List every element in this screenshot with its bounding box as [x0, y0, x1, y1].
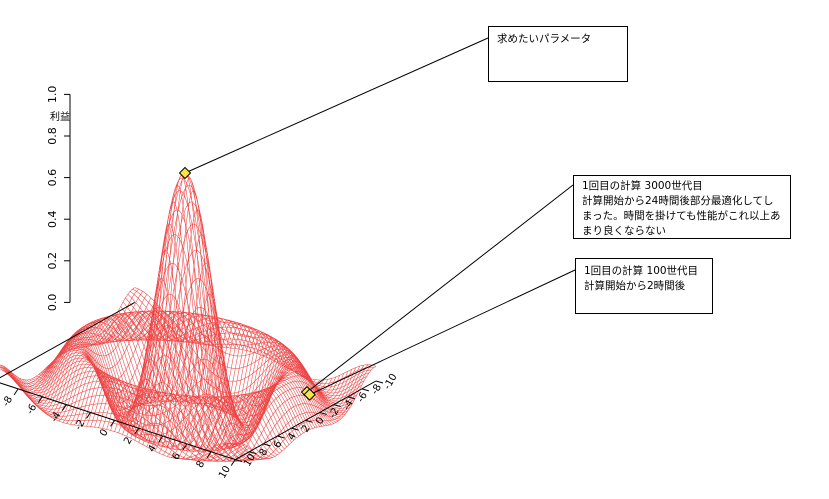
- y-tick: [361, 388, 370, 392]
- x-tick: [110, 420, 116, 427]
- y-tick: [235, 459, 243, 463]
- mesh-line-y: [129, 291, 372, 388]
- z-tick-label: 1.0: [46, 86, 59, 104]
- mesh-line-y: [127, 294, 370, 391]
- x-tick: [230, 459, 236, 466]
- base-edge-y-left: [0, 301, 136, 379]
- x-tick: [182, 443, 188, 451]
- y-tick: [263, 443, 271, 447]
- x-tick: [13, 388, 19, 396]
- callout-leaders: [184, 37, 576, 396]
- x-tick-label: -6: [25, 402, 40, 416]
- y-tick: [347, 396, 355, 400]
- y-tick: [291, 427, 299, 431]
- mesh-line-x: [231, 364, 373, 460]
- y-tick: [305, 419, 313, 423]
- axes: 0.00.20.40.60.81.0-10-8-6-4-20246810-10-…: [0, 86, 400, 481]
- z-tick-label: 0.6: [46, 169, 59, 187]
- mesh-line-y: [64, 172, 306, 445]
- y-tick-label: 4: [286, 431, 299, 442]
- callout-target-parameter: 求めたいパラメータ: [488, 26, 628, 82]
- callout-generation-100: 1回目の計算 100世代目 計算開始から2時間後: [575, 258, 713, 314]
- z-tick-label: 0.4: [46, 210, 59, 228]
- x-tick-label: 4: [146, 443, 159, 454]
- x-tick: [206, 451, 212, 459]
- mesh-line-x: [222, 364, 365, 462]
- leader-line: [184, 37, 489, 174]
- mesh-line-y: [122, 301, 365, 397]
- x-tick: [37, 396, 43, 403]
- y-tick-label: 6: [272, 439, 285, 450]
- x-tick-label: 6: [170, 451, 183, 462]
- surface-mesh: [0, 172, 377, 462]
- mesh-line-x: [214, 367, 357, 462]
- y-tick-label: 2: [300, 423, 313, 434]
- mesh-line-x: [206, 371, 349, 462]
- y-tick-label: -4: [341, 398, 356, 412]
- x-tick-label: -2: [73, 418, 88, 432]
- y-tick: [277, 435, 285, 439]
- callout-generation-3000: 1回目の計算 3000世代目 計算開始から24時間後部分最適化してしまった。時間…: [573, 175, 791, 239]
- y-tick-label: -10: [382, 372, 400, 392]
- leader-line: [309, 269, 576, 396]
- y-tick-label: 0: [314, 416, 327, 427]
- z-axis-label: 利益: [50, 112, 70, 123]
- marker-gen100: [303, 388, 316, 401]
- x-tick-label: 0: [98, 428, 111, 439]
- x-tick-label: -8: [1, 395, 16, 409]
- mesh-line-x: [235, 366, 377, 459]
- y-tick-label: -8: [369, 383, 384, 397]
- z-tick-label: 0.2: [46, 252, 59, 270]
- x-tick-label: 2: [122, 435, 135, 446]
- z-tick-label: 0.0: [46, 294, 59, 312]
- mesh-line-y: [125, 297, 367, 394]
- x-tick: [158, 435, 164, 443]
- x-tick: [86, 412, 91, 419]
- mesh-line-x: [227, 364, 369, 461]
- y-tick: [249, 451, 257, 455]
- x-tick-label: -4: [49, 410, 64, 424]
- mesh-line-y: [132, 288, 374, 384]
- y-tick: [319, 411, 327, 415]
- x-tick: [61, 404, 67, 411]
- x-tick: [134, 427, 140, 435]
- y-tick: [375, 380, 384, 384]
- leader-line: [306, 184, 574, 393]
- mesh-line-x: [210, 369, 353, 462]
- y-tick-label: 8: [258, 447, 271, 458]
- z-tick-label: 0.8: [46, 127, 59, 145]
- x-tick-label: 8: [195, 459, 208, 470]
- y-tick-label: -6: [355, 390, 370, 404]
- markers: [178, 166, 316, 401]
- y-tick: [333, 404, 341, 408]
- x-tick-label: 10: [217, 464, 233, 481]
- y-tick-label: -2: [327, 406, 342, 420]
- mesh-line-y: [134, 287, 377, 381]
- marker-optimum: [178, 166, 192, 180]
